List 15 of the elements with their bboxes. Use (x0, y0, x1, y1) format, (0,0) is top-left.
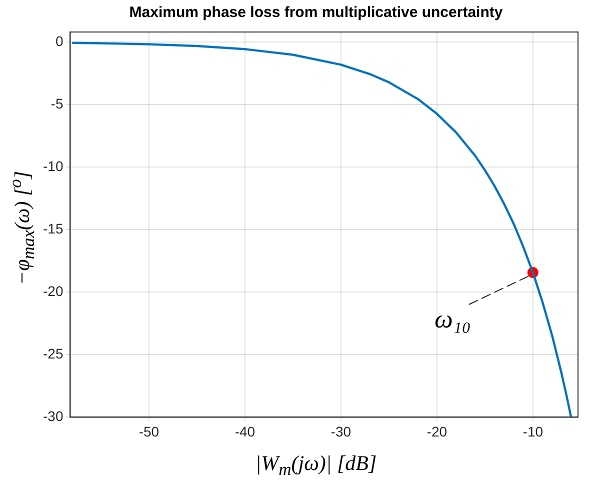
x-tick-label: -50 (138, 423, 160, 440)
y-tick-label: -30 (43, 408, 64, 424)
x-tick-label: -20 (426, 423, 448, 440)
y-tick-label: -20 (43, 282, 64, 299)
y-tick-label: -25 (43, 346, 64, 362)
annotation: ω₁₀ (434, 304, 471, 334)
x-tick-label: -10 (522, 423, 544, 440)
x-axis-title: |W$_{m}$(jω)| [dB] (254, 450, 378, 480)
y-tick-label: -10 (43, 158, 64, 174)
chart-title: Maximum phase loss from multiplicative uncertainty (128, 4, 504, 21)
y-tick-label: -5 (50, 95, 64, 112)
x-tick-label: -40 (234, 423, 256, 440)
x-tick-label: -30 (330, 423, 352, 440)
y-tick-label: 0 (55, 32, 64, 49)
y-tick-label: -15 (43, 220, 64, 236)
